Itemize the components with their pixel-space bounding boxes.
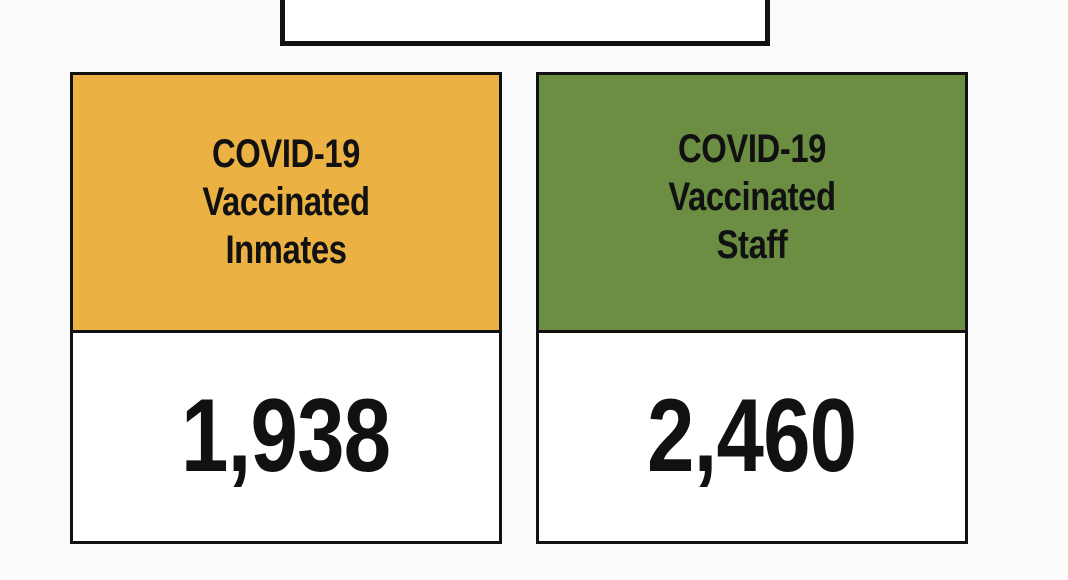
vaccinated-inmates-count: 1,938 [181, 378, 391, 494]
vaccinated-inmates-title: COVID-19 Vaccinated Inmates [202, 131, 370, 272]
vaccinated-inmates-value-box: 1,938 [73, 333, 499, 541]
vaccinated-staff-header: COVID-19 Vaccinated Staff [539, 75, 965, 333]
vaccinated-inmates-card: COVID-19 Vaccinated Inmates 1,938 [70, 72, 502, 544]
vaccinated-inmates-header: COVID-19 Vaccinated Inmates [73, 75, 499, 333]
vaccinated-staff-title: COVID-19 Vaccinated Staff [668, 126, 836, 267]
header-title-box [280, 0, 770, 46]
vaccinated-staff-value-box: 2,460 [539, 333, 965, 541]
vaccinated-staff-card: COVID-19 Vaccinated Staff 2,460 [536, 72, 968, 544]
vaccinated-staff-count: 2,460 [647, 378, 857, 494]
